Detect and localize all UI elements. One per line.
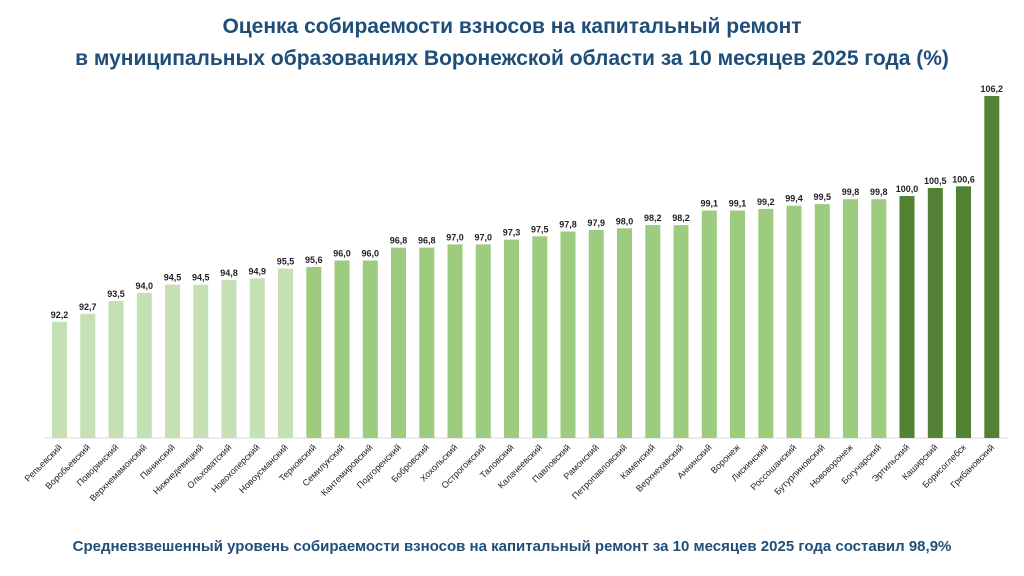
- bar: [871, 199, 887, 438]
- bar: [701, 210, 717, 438]
- bar: [532, 236, 548, 438]
- bar-value-label: 94,9: [249, 266, 267, 276]
- bar: [758, 208, 774, 438]
- bar: [249, 278, 265, 438]
- bar: [193, 284, 209, 438]
- bar-value-label: 100,0: [896, 184, 919, 194]
- bar-value-label: 95,5: [277, 257, 295, 267]
- bar: [447, 244, 463, 438]
- bar-value-label: 99,8: [870, 187, 888, 197]
- bar-value-label: 97,0: [475, 232, 493, 242]
- bar: [136, 292, 152, 438]
- bar-value-label: 100,6: [952, 174, 975, 184]
- bar-value-label: 92,2: [51, 310, 69, 320]
- bar: [588, 229, 604, 438]
- bar-value-label: 94,5: [192, 273, 210, 283]
- category-label: Нижнедевицкий: [151, 442, 205, 496]
- bar-value-label: 99,1: [729, 199, 747, 209]
- bar: [504, 239, 519, 438]
- bar: [221, 279, 237, 438]
- bar: [984, 96, 1000, 438]
- bar: [165, 284, 180, 438]
- chart-title-line-2: в муниципальных образованиях Воронежской…: [75, 47, 949, 70]
- bar: [278, 268, 293, 438]
- bar-value-label: 97,5: [531, 224, 549, 234]
- bar-value-label: 97,3: [503, 228, 521, 238]
- bar: [108, 300, 124, 438]
- bar: [730, 210, 745, 438]
- category-label: Новоусманский: [237, 442, 290, 495]
- chart-title-line-1: Оценка собираемости взносов на капитальн…: [222, 15, 802, 38]
- bar-value-label: 99,2: [757, 197, 775, 207]
- bar: [306, 267, 322, 438]
- bar: [956, 186, 971, 438]
- bar: [927, 188, 943, 438]
- bar: [80, 313, 96, 438]
- bar-value-label: 96,8: [390, 236, 408, 246]
- bar-value-label: 96,8: [418, 236, 436, 246]
- bar-value-label: 97,9: [588, 218, 606, 228]
- bar-value-label: 99,1: [701, 199, 719, 209]
- bar-value-label: 106,2: [981, 84, 1004, 94]
- bar: [617, 228, 632, 438]
- bar-value-label: 97,0: [446, 232, 464, 242]
- bar: [475, 244, 491, 438]
- bar: [899, 196, 915, 438]
- bar: [362, 260, 378, 438]
- bar-value-label: 98,2: [644, 213, 662, 223]
- bar: [52, 321, 67, 438]
- bar: [843, 199, 858, 438]
- bar-value-label: 98,0: [616, 216, 634, 226]
- bar-value-label: 94,8: [220, 268, 238, 278]
- bar-value-label: 94,0: [136, 281, 154, 291]
- bar-value-label: 97,8: [559, 220, 577, 230]
- bar-value-label: 94,5: [164, 273, 182, 283]
- bar-value-label: 98,2: [672, 213, 690, 223]
- bar-value-label: 99,8: [842, 187, 860, 197]
- bar: [814, 204, 830, 438]
- bar: [673, 225, 689, 438]
- bar-value-label: 96,0: [333, 249, 351, 259]
- footer-summary: Средневзвешенный уровень собираемости вз…: [72, 538, 952, 555]
- bar: [645, 225, 661, 438]
- bar: [786, 205, 802, 438]
- bar: [334, 260, 350, 438]
- bar-value-label: 96,0: [362, 249, 380, 259]
- bar-value-label: 93,5: [107, 289, 125, 299]
- bar-value-label: 95,6: [305, 255, 323, 265]
- category-label: Кантемировский: [319, 442, 375, 498]
- bar-value-label: 100,5: [924, 176, 947, 186]
- bar: [419, 247, 435, 438]
- bar: [560, 231, 576, 438]
- bar-value-label: 99,4: [785, 194, 803, 204]
- bar-value-label: 99,5: [814, 192, 832, 202]
- category-label: Бутурлиновский: [772, 442, 826, 496]
- bar: [391, 247, 406, 438]
- bar-value-label: 92,7: [79, 302, 97, 312]
